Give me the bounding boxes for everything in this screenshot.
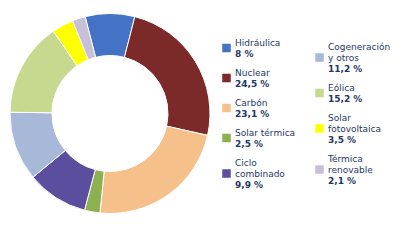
legend-value: 24,5 % bbox=[235, 79, 269, 89]
legend-label: Hidráulica bbox=[235, 38, 280, 48]
legend-value: 3,5 % bbox=[328, 135, 356, 145]
legend-swatch bbox=[222, 104, 231, 113]
legend-value: 11,2 % bbox=[328, 64, 362, 74]
legend-swatch bbox=[222, 44, 231, 53]
chart-container: Hidráulica8 % Nuclear24,5 % Carbón23,1 % So… bbox=[0, 0, 403, 227]
legend-swatch bbox=[315, 165, 324, 174]
legend-label: Nuclear bbox=[235, 68, 270, 78]
legend-value: 15,2 % bbox=[328, 94, 362, 104]
slice bbox=[100, 126, 208, 213]
legend-label: Cogeneracióny otros bbox=[328, 42, 390, 63]
legend-label: Carbón bbox=[235, 98, 267, 108]
slice bbox=[10, 112, 65, 177]
legend-label: Ciclocombinado bbox=[235, 158, 285, 179]
legend-swatch bbox=[222, 134, 231, 143]
slice bbox=[73, 17, 96, 60]
legend-label: Solarfotovoltaica bbox=[328, 113, 381, 134]
legend-swatch bbox=[222, 74, 231, 83]
slices bbox=[10, 14, 210, 214]
legend: Hidráulica8 % Nuclear24,5 % Carbón23,1 % So… bbox=[222, 38, 390, 190]
legend-swatch bbox=[315, 53, 324, 62]
legend-swatch bbox=[222, 169, 231, 178]
legend-value: 2,5 % bbox=[235, 139, 263, 149]
legend-label: Solar térmica bbox=[235, 128, 295, 138]
legend-label: Eólica bbox=[328, 83, 355, 93]
legend-swatch bbox=[315, 89, 324, 98]
legend-value: 2,1 % bbox=[328, 176, 356, 186]
slice bbox=[124, 17, 210, 136]
legend-value: 23,1 % bbox=[235, 109, 269, 119]
legend-label: Térmicarenovable bbox=[327, 154, 373, 175]
legend-swatch bbox=[315, 124, 324, 133]
legend-value: 9,9 % bbox=[235, 180, 263, 190]
legend-value: 8 % bbox=[235, 49, 253, 59]
chart: Hidráulica8 % Nuclear24,5 % Carbón23,1 % So… bbox=[0, 0, 403, 227]
